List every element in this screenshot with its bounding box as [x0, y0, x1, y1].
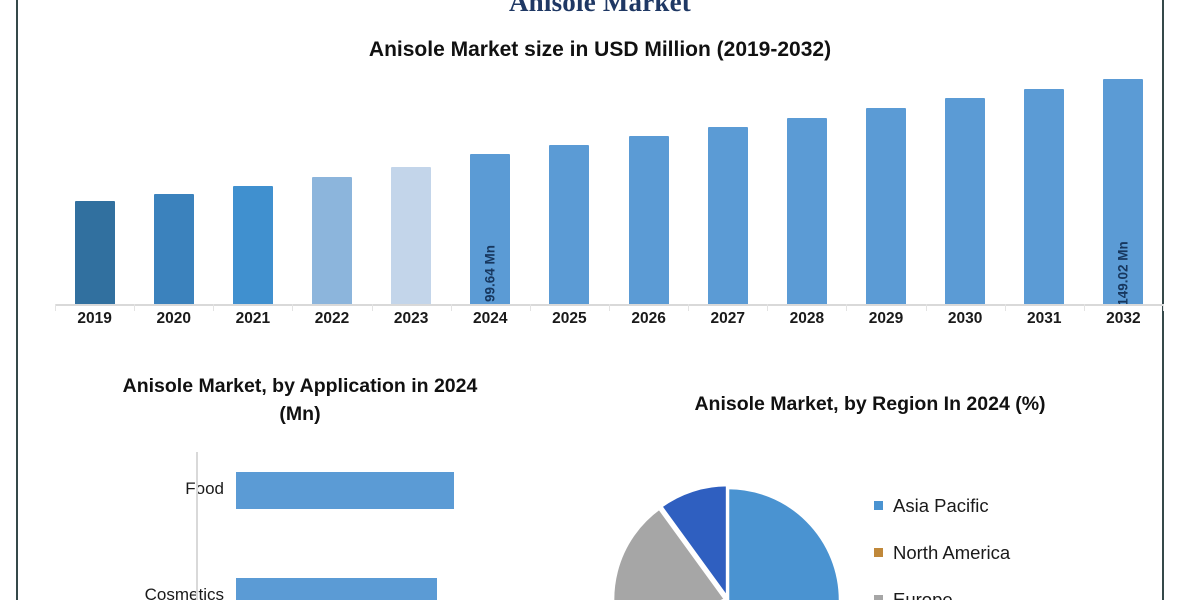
axis-year-label-2025: 2025: [552, 310, 587, 327]
axis-year-label-2021: 2021: [235, 310, 271, 327]
legend-label: North America: [893, 541, 1011, 563]
axis-tick-2019: [55, 304, 56, 311]
bar-2027[interactable]: [707, 127, 748, 305]
axis-tick-2024: [450, 304, 452, 311]
frame-border-right: [1162, 0, 1164, 600]
pie-chart-svg: [611, 483, 842, 600]
bar-2022[interactable]: [311, 177, 352, 305]
region-chart-title: Anisole Market, by Region In 2024 (%): [694, 393, 1046, 415]
bar-column-2022[interactable]: [292, 62, 371, 305]
application-chart-title-line1: Anisole Market, by Application in 2024: [122, 375, 478, 397]
application-chart-axis-line: [196, 452, 198, 600]
bar-2030[interactable]: [945, 98, 986, 305]
bar-column-2026[interactable]: [609, 62, 688, 305]
axis-year-label-2031: 2031: [1027, 310, 1062, 327]
bar-column-2030[interactable]: [926, 62, 1005, 305]
application-label-cosmetics: Cosmetics: [144, 585, 224, 600]
market-size-bar-chart: 99.64 Mn 149.02 Mn: [55, 62, 1163, 306]
pie-slice-north-america[interactable]: [659, 483, 729, 600]
axis-year-label-2019: 2019: [77, 310, 112, 327]
bar-column-2021[interactable]: [213, 62, 292, 305]
bar-value-label-2024: 99.64 Mn: [482, 244, 498, 303]
axis-year-label-2023: 2023: [393, 310, 429, 327]
axis-tick-2026: [609, 304, 610, 311]
bar-2025[interactable]: [549, 145, 590, 305]
axis-tick-2031: [1004, 304, 1006, 311]
frame-border-left: [16, 0, 18, 600]
axis-tick-2022: [292, 304, 294, 311]
bar-2026[interactable]: [628, 135, 669, 305]
bar-column-2025[interactable]: [530, 62, 609, 305]
axis-year-label-2030: 2030: [947, 310, 983, 327]
application-bar-food[interactable]: [236, 472, 454, 509]
bar-2019[interactable]: [74, 200, 115, 305]
axis-year-label-2032: 2032: [1106, 310, 1141, 327]
bar-2032[interactable]: 149.02 Mn: [1103, 78, 1144, 306]
application-chart-title-line2: (Mn): [279, 403, 321, 425]
legend-item-europe[interactable]: Europe: [874, 576, 1134, 600]
bar-column-2019[interactable]: [55, 62, 134, 305]
application-bar-cosmetics[interactable]: [236, 578, 437, 600]
axis-year-label-2029: 2029: [868, 310, 904, 327]
bar-2031[interactable]: [1024, 88, 1065, 305]
axis-year-label-2027: 2027: [710, 310, 745, 327]
axis-year-label-2024: 2024: [473, 310, 508, 327]
axis-tick-2020: [134, 304, 136, 311]
axis-tick-2032: [1083, 304, 1085, 311]
axis-year-label-2026: 2026: [631, 310, 666, 327]
bar-2028[interactable]: [786, 117, 827, 305]
axis-tick-2021: [213, 304, 215, 311]
axis-year-label-2028: 2028: [789, 310, 825, 327]
bar-column-2023[interactable]: [372, 62, 451, 305]
pie-chart-legend: Asia Pacific North America Europe: [874, 482, 1134, 600]
bar-column-2029[interactable]: [846, 62, 925, 305]
axis-year-label-2020: 2020: [156, 310, 191, 327]
bar-chart-title: Anisole Market size in USD Million (2019…: [368, 38, 832, 61]
application-chart-title: Anisole Market, by Application in 2024 (…: [40, 372, 560, 428]
legend-label: Europe: [893, 588, 953, 600]
legend-label: Asia Pacific: [893, 494, 989, 516]
region-pie-chart: [578, 440, 878, 600]
page-title: Anisole Market: [508, 0, 692, 17]
axis-tick-2023: [371, 304, 373, 311]
pie-slice-europe[interactable]: [611, 506, 727, 600]
axis-tick-2025: [529, 304, 531, 311]
bar-column-2027[interactable]: [688, 62, 767, 305]
application-row-cosmetics[interactable]: Cosmetics: [40, 578, 560, 600]
axis-tick-end: [1163, 304, 1164, 311]
bar-2020[interactable]: [153, 193, 194, 305]
legend-swatch-icon: [874, 595, 883, 600]
legend-item-north-america[interactable]: North America: [874, 529, 1134, 576]
bar-column-2032[interactable]: 149.02 Mn: [1084, 62, 1163, 306]
bar-column-2031[interactable]: [1005, 62, 1084, 305]
bar-column-2024[interactable]: 99.64 Mn: [451, 62, 530, 305]
application-label-food: Food: [185, 479, 224, 498]
axis-tick-2028: [767, 304, 769, 311]
pie-slice-asia-pacific[interactable]: [726, 486, 842, 600]
bar-column-2020[interactable]: [134, 62, 213, 305]
axis-tick-2027: [688, 304, 690, 311]
bar-2021[interactable]: [232, 185, 273, 305]
legend-item-asia-pacific[interactable]: Asia Pacific: [874, 482, 1134, 529]
bar-2029[interactable]: [865, 107, 906, 305]
legend-swatch-icon: [874, 548, 883, 557]
bar-2023[interactable]: [391, 167, 432, 305]
axis-year-label-2022: 2022: [314, 310, 350, 327]
bar-column-2028[interactable]: [767, 62, 846, 305]
application-bar-chart: Food Cosmetics: [40, 450, 560, 600]
axis-tick-2029: [846, 304, 848, 311]
bar-value-label-2032: 149.02 Mn: [1115, 241, 1131, 306]
legend-swatch-icon: [874, 501, 883, 510]
bar-2024[interactable]: 99.64 Mn: [470, 153, 511, 305]
application-row-food[interactable]: Food: [40, 472, 560, 509]
axis-tick-2030: [925, 304, 927, 311]
